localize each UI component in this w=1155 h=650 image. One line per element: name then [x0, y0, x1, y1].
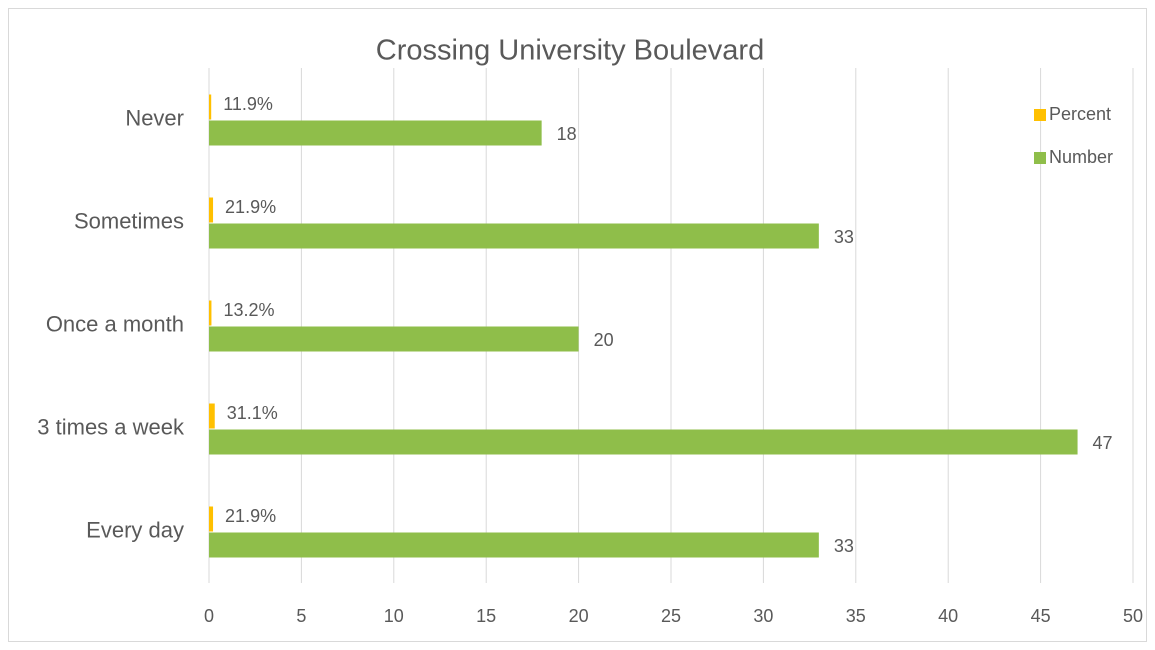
- x-tick-label: 20: [569, 606, 589, 626]
- data-label: 18: [557, 124, 577, 144]
- data-label: 11.9%: [223, 94, 273, 114]
- bar: [209, 532, 819, 558]
- data-label: 31.1%: [227, 403, 278, 423]
- data-label: 33: [834, 227, 854, 247]
- x-tick-label: 30: [753, 606, 773, 626]
- bar: [209, 326, 579, 352]
- bar: [209, 300, 212, 326]
- x-tick-label: 15: [476, 606, 496, 626]
- data-label: 33: [834, 536, 854, 556]
- x-tick-label: 50: [1123, 606, 1143, 626]
- data-label: 21.9%: [225, 197, 276, 217]
- legend-swatch: [1034, 109, 1046, 121]
- x-tick-label: 0: [204, 606, 214, 626]
- legend-swatch: [1034, 152, 1046, 164]
- bar: [209, 429, 1078, 455]
- x-tick-label: 35: [846, 606, 866, 626]
- bar: [209, 94, 212, 120]
- data-label: 47: [1093, 433, 1113, 453]
- x-tick-label: 10: [384, 606, 404, 626]
- x-tick-label: 40: [938, 606, 958, 626]
- x-tick-label: 25: [661, 606, 681, 626]
- data-label: 21.9%: [225, 506, 276, 526]
- data-label: 20: [594, 330, 614, 350]
- y-tick-label: Every day: [86, 517, 184, 542]
- bar: [209, 223, 819, 249]
- bar: [209, 506, 214, 532]
- y-tick-label: Once a month: [46, 311, 184, 336]
- legend-label: Number: [1049, 147, 1113, 167]
- bar: [209, 120, 542, 146]
- data-label: 13.2%: [223, 300, 274, 320]
- chart-title: Crossing University Boulevard: [376, 35, 764, 67]
- y-tick-label: Never: [125, 105, 184, 130]
- legend-label: Percent: [1049, 104, 1111, 124]
- bar: [209, 197, 214, 223]
- y-tick-label: 3 times a week: [37, 414, 185, 439]
- y-tick-label: Sometimes: [74, 208, 184, 233]
- x-tick-label: 5: [296, 606, 306, 626]
- bar: [209, 403, 215, 429]
- x-tick-label: 45: [1031, 606, 1051, 626]
